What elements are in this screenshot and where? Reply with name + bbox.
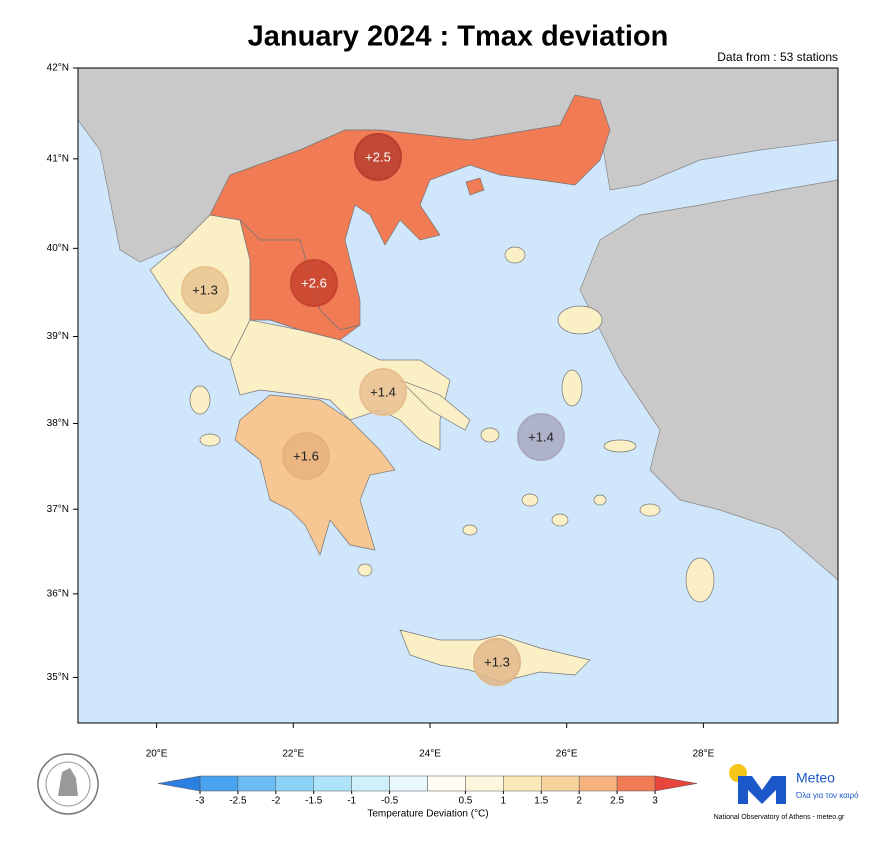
- deviation-marker: [359, 368, 407, 416]
- deviation-label: +1.4: [370, 384, 396, 399]
- evia: [399, 379, 471, 431]
- logo-name: Meteo: [796, 770, 835, 786]
- deviation-label: +1.3: [192, 282, 218, 297]
- colorbar-bin: [465, 775, 504, 792]
- map: [77, 67, 839, 724]
- colorbar-bin: [351, 775, 390, 792]
- colorbar-bin: [427, 775, 466, 792]
- deviation-marker: [473, 638, 521, 686]
- logo: Meteo Όλα για τον καιρό National Observa…: [714, 764, 859, 821]
- colorbar-tick-label: 2: [576, 796, 582, 807]
- colorbar-tick-label: -2: [271, 796, 280, 807]
- map-frame: [77, 67, 839, 724]
- deviation-marker: [282, 432, 330, 480]
- deviation-marker: [181, 266, 229, 314]
- lon-tick-label: 22°E: [282, 749, 304, 760]
- colorbar-bin: [503, 775, 542, 792]
- lon-tick-label: 26°E: [556, 749, 578, 760]
- colorbar-bin: [389, 775, 428, 792]
- deviation-marker: [290, 259, 338, 307]
- colorbar-bin: [313, 775, 352, 792]
- lon-tick-label: 24°E: [419, 749, 441, 760]
- logo-tagline: Όλα για τον καιρό: [795, 791, 859, 800]
- lat-tick-label: 38°N: [47, 418, 69, 429]
- lat-tick-label: 41°N: [47, 153, 69, 164]
- turkey-land: [579, 179, 839, 581]
- lat-tick-label: 36°N: [47, 589, 69, 600]
- lat-tick-label: 42°N: [47, 63, 69, 74]
- deviation-label: +2.5: [365, 149, 391, 164]
- colorbar-bin: [616, 775, 656, 792]
- deviation-label: +2.6: [301, 275, 327, 290]
- colorbar-bin: [541, 775, 580, 792]
- colorbar-tick-label: -1: [347, 796, 356, 807]
- colorbar-tick-label: -2.5: [229, 796, 247, 807]
- colorbar-over: [654, 775, 698, 792]
- colorbar-bin: [237, 775, 277, 792]
- central-greece: [229, 319, 451, 451]
- deviation-marker: [354, 133, 402, 181]
- colorbar-tick-label: 1: [501, 796, 507, 807]
- islands: [189, 246, 715, 603]
- emblem: [37, 753, 99, 815]
- lon-tick-label: 28°E: [692, 749, 714, 760]
- logo-credit: National Observatory of Athens - meteo.g…: [714, 814, 845, 821]
- colorbar-tick-label: -3: [196, 796, 205, 807]
- colorbar-tick-label: -1.5: [305, 796, 323, 807]
- lat-tick-label: 37°N: [47, 504, 69, 515]
- deviation-label: +1.3: [484, 654, 510, 669]
- colorbar-bin: [199, 775, 239, 792]
- title: January 2024 : Tmax deviation: [248, 21, 669, 53]
- colorbar-tick-label: 1.5: [534, 796, 548, 807]
- deviation-label: +1.6: [293, 448, 319, 463]
- lat-tick-label: 39°N: [47, 331, 69, 342]
- colorbar-tick-label: 0.5: [458, 796, 472, 807]
- lat-tick-label: 35°N: [47, 672, 69, 683]
- lat-tick-label: 40°N: [47, 243, 69, 254]
- thasos: [465, 177, 485, 196]
- lon-tick-label: 20°E: [146, 749, 168, 760]
- colorbar-under: [157, 775, 201, 792]
- colorbar-label: Temperature Deviation (°C): [367, 809, 488, 820]
- deviation-marker: [517, 413, 565, 461]
- colorbar-tick-label: 3: [652, 796, 658, 807]
- colorbar-bin: [578, 775, 618, 792]
- colorbar-bin: [275, 775, 315, 792]
- deviation-label: +1.4: [528, 429, 554, 444]
- colorbar-tick-label: 2.5: [610, 796, 624, 807]
- source-note: Data from : 53 stations: [717, 50, 838, 64]
- colorbar-tick-label: -0.5: [381, 796, 399, 807]
